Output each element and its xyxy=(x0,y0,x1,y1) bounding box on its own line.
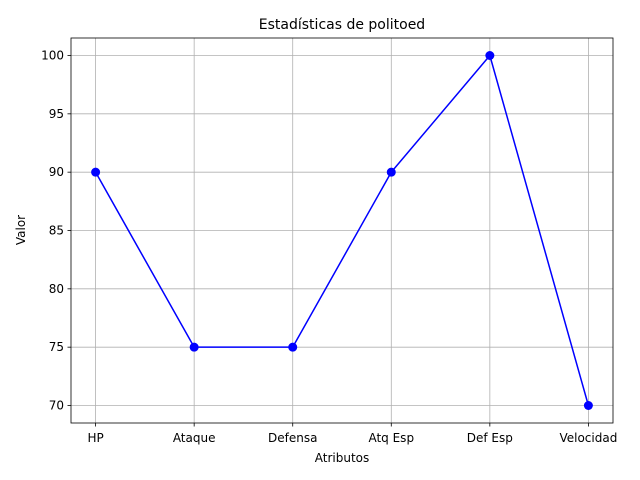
x-tick-label: Ataque xyxy=(173,431,216,445)
data-point xyxy=(485,51,495,60)
y-tick-label: 80 xyxy=(49,282,64,296)
y-tick-label: 100 xyxy=(41,49,64,63)
x-tick-label: Def Esp xyxy=(467,431,513,445)
y-tick-label: 70 xyxy=(49,399,64,413)
chart-title: Estadísticas de politoed xyxy=(259,17,425,33)
series-layer xyxy=(91,51,593,410)
data-point xyxy=(189,342,199,352)
x-tick-label: HP xyxy=(87,431,103,445)
ticks: HP Ataque Defensa Atq Esp Def Esp Velocidad 70… xyxy=(41,49,617,446)
data-point xyxy=(91,167,101,177)
y-tick-label: 85 xyxy=(49,224,64,238)
x-axis-title: Atributos xyxy=(315,451,370,465)
x-tick-label: Velocidad xyxy=(559,431,617,445)
series-line xyxy=(94,54,590,406)
x-tick-label: Atq Esp xyxy=(368,431,414,445)
y-axis-title: Valor xyxy=(14,215,28,245)
y-tick-label: 75 xyxy=(49,340,64,354)
data-point xyxy=(288,342,298,352)
y-tick-label: 95 xyxy=(49,107,64,121)
grid xyxy=(71,38,613,423)
data-point xyxy=(583,401,593,410)
x-tick-label: Defensa xyxy=(268,431,317,445)
y-tick-label: 90 xyxy=(49,165,64,179)
data-point xyxy=(386,167,396,177)
